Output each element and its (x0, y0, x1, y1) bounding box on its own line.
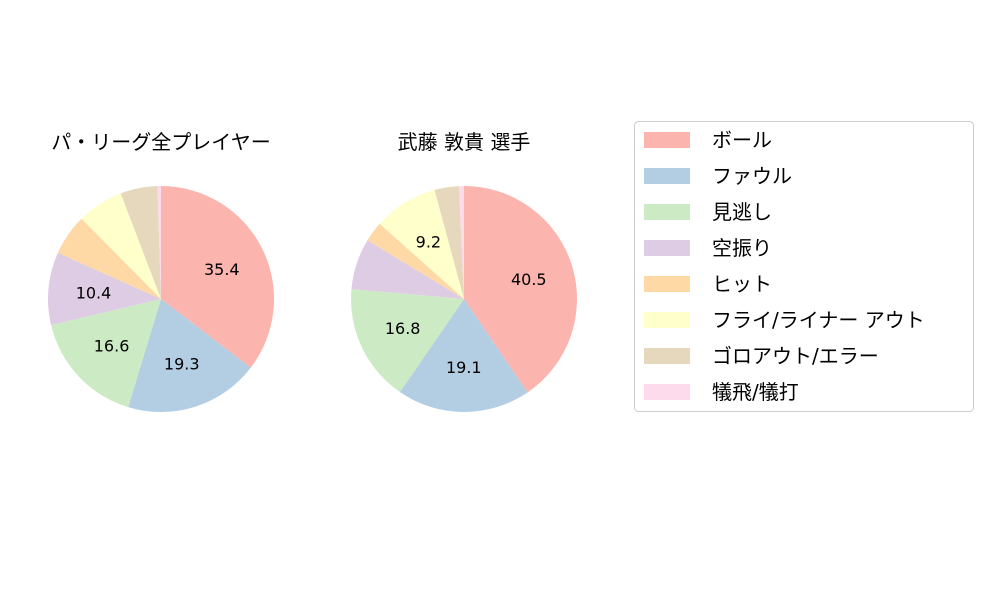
pie-slice (161, 186, 275, 368)
slice-label: 19.3 (164, 355, 200, 374)
legend-swatch (644, 384, 690, 400)
slice-label: 35.4 (204, 260, 240, 279)
legend-swatch (644, 204, 690, 220)
legend-swatch (644, 240, 690, 256)
pie-title: 武藤 敦貴 選手 (398, 130, 531, 154)
legend-entry: ボール (712, 128, 772, 152)
pie-slice (57, 218, 161, 299)
slice-label: 16.8 (385, 319, 421, 338)
legend-entry: 見逃し (712, 200, 772, 224)
pie-slice (459, 186, 464, 299)
legend-swatch (644, 312, 690, 328)
legend-entry: ファウル (712, 164, 792, 188)
pie-slice (157, 186, 161, 299)
legend-entry: ゴロアウト/エラー (712, 344, 879, 368)
legend-entry: 空振り (712, 236, 772, 260)
slice-label: 9.2 (416, 232, 441, 251)
pie-slice (81, 193, 161, 299)
legend-entry: フライ/ライナー アウト (712, 308, 925, 332)
legend-swatch (644, 276, 690, 292)
legend-swatch (644, 168, 690, 184)
slice-label: 40.5 (511, 270, 547, 289)
pie-1: 武藤 敦貴 選手 40.5 19.1 16.8 9.2 (351, 130, 577, 412)
legend-swatch (644, 348, 690, 364)
slice-label: 10.4 (76, 284, 112, 303)
pie-slice (464, 186, 577, 393)
legend-swatch (644, 132, 690, 148)
pie-slice (351, 289, 464, 393)
pie-slice (351, 240, 464, 299)
pie-slice (120, 186, 161, 299)
pie-slice (367, 223, 464, 299)
slice-label: 16.6 (94, 336, 130, 355)
pie-title: パ・リーグ全プレイヤー (51, 130, 270, 154)
legend-entry: ヒット (712, 272, 772, 296)
pie-slice (128, 299, 251, 412)
pie-0: パ・リーグ全プレイヤー 35.4 19.3 16.6 10.4 (47, 130, 275, 412)
pie-slice (399, 299, 528, 412)
legend-entry: 犠飛/犠打 (712, 380, 799, 404)
pie-slice (434, 186, 464, 299)
slice-label: 19.1 (446, 358, 482, 377)
pie-slice (379, 189, 464, 299)
pie-slice (47, 252, 161, 326)
pie-slice (51, 299, 161, 408)
